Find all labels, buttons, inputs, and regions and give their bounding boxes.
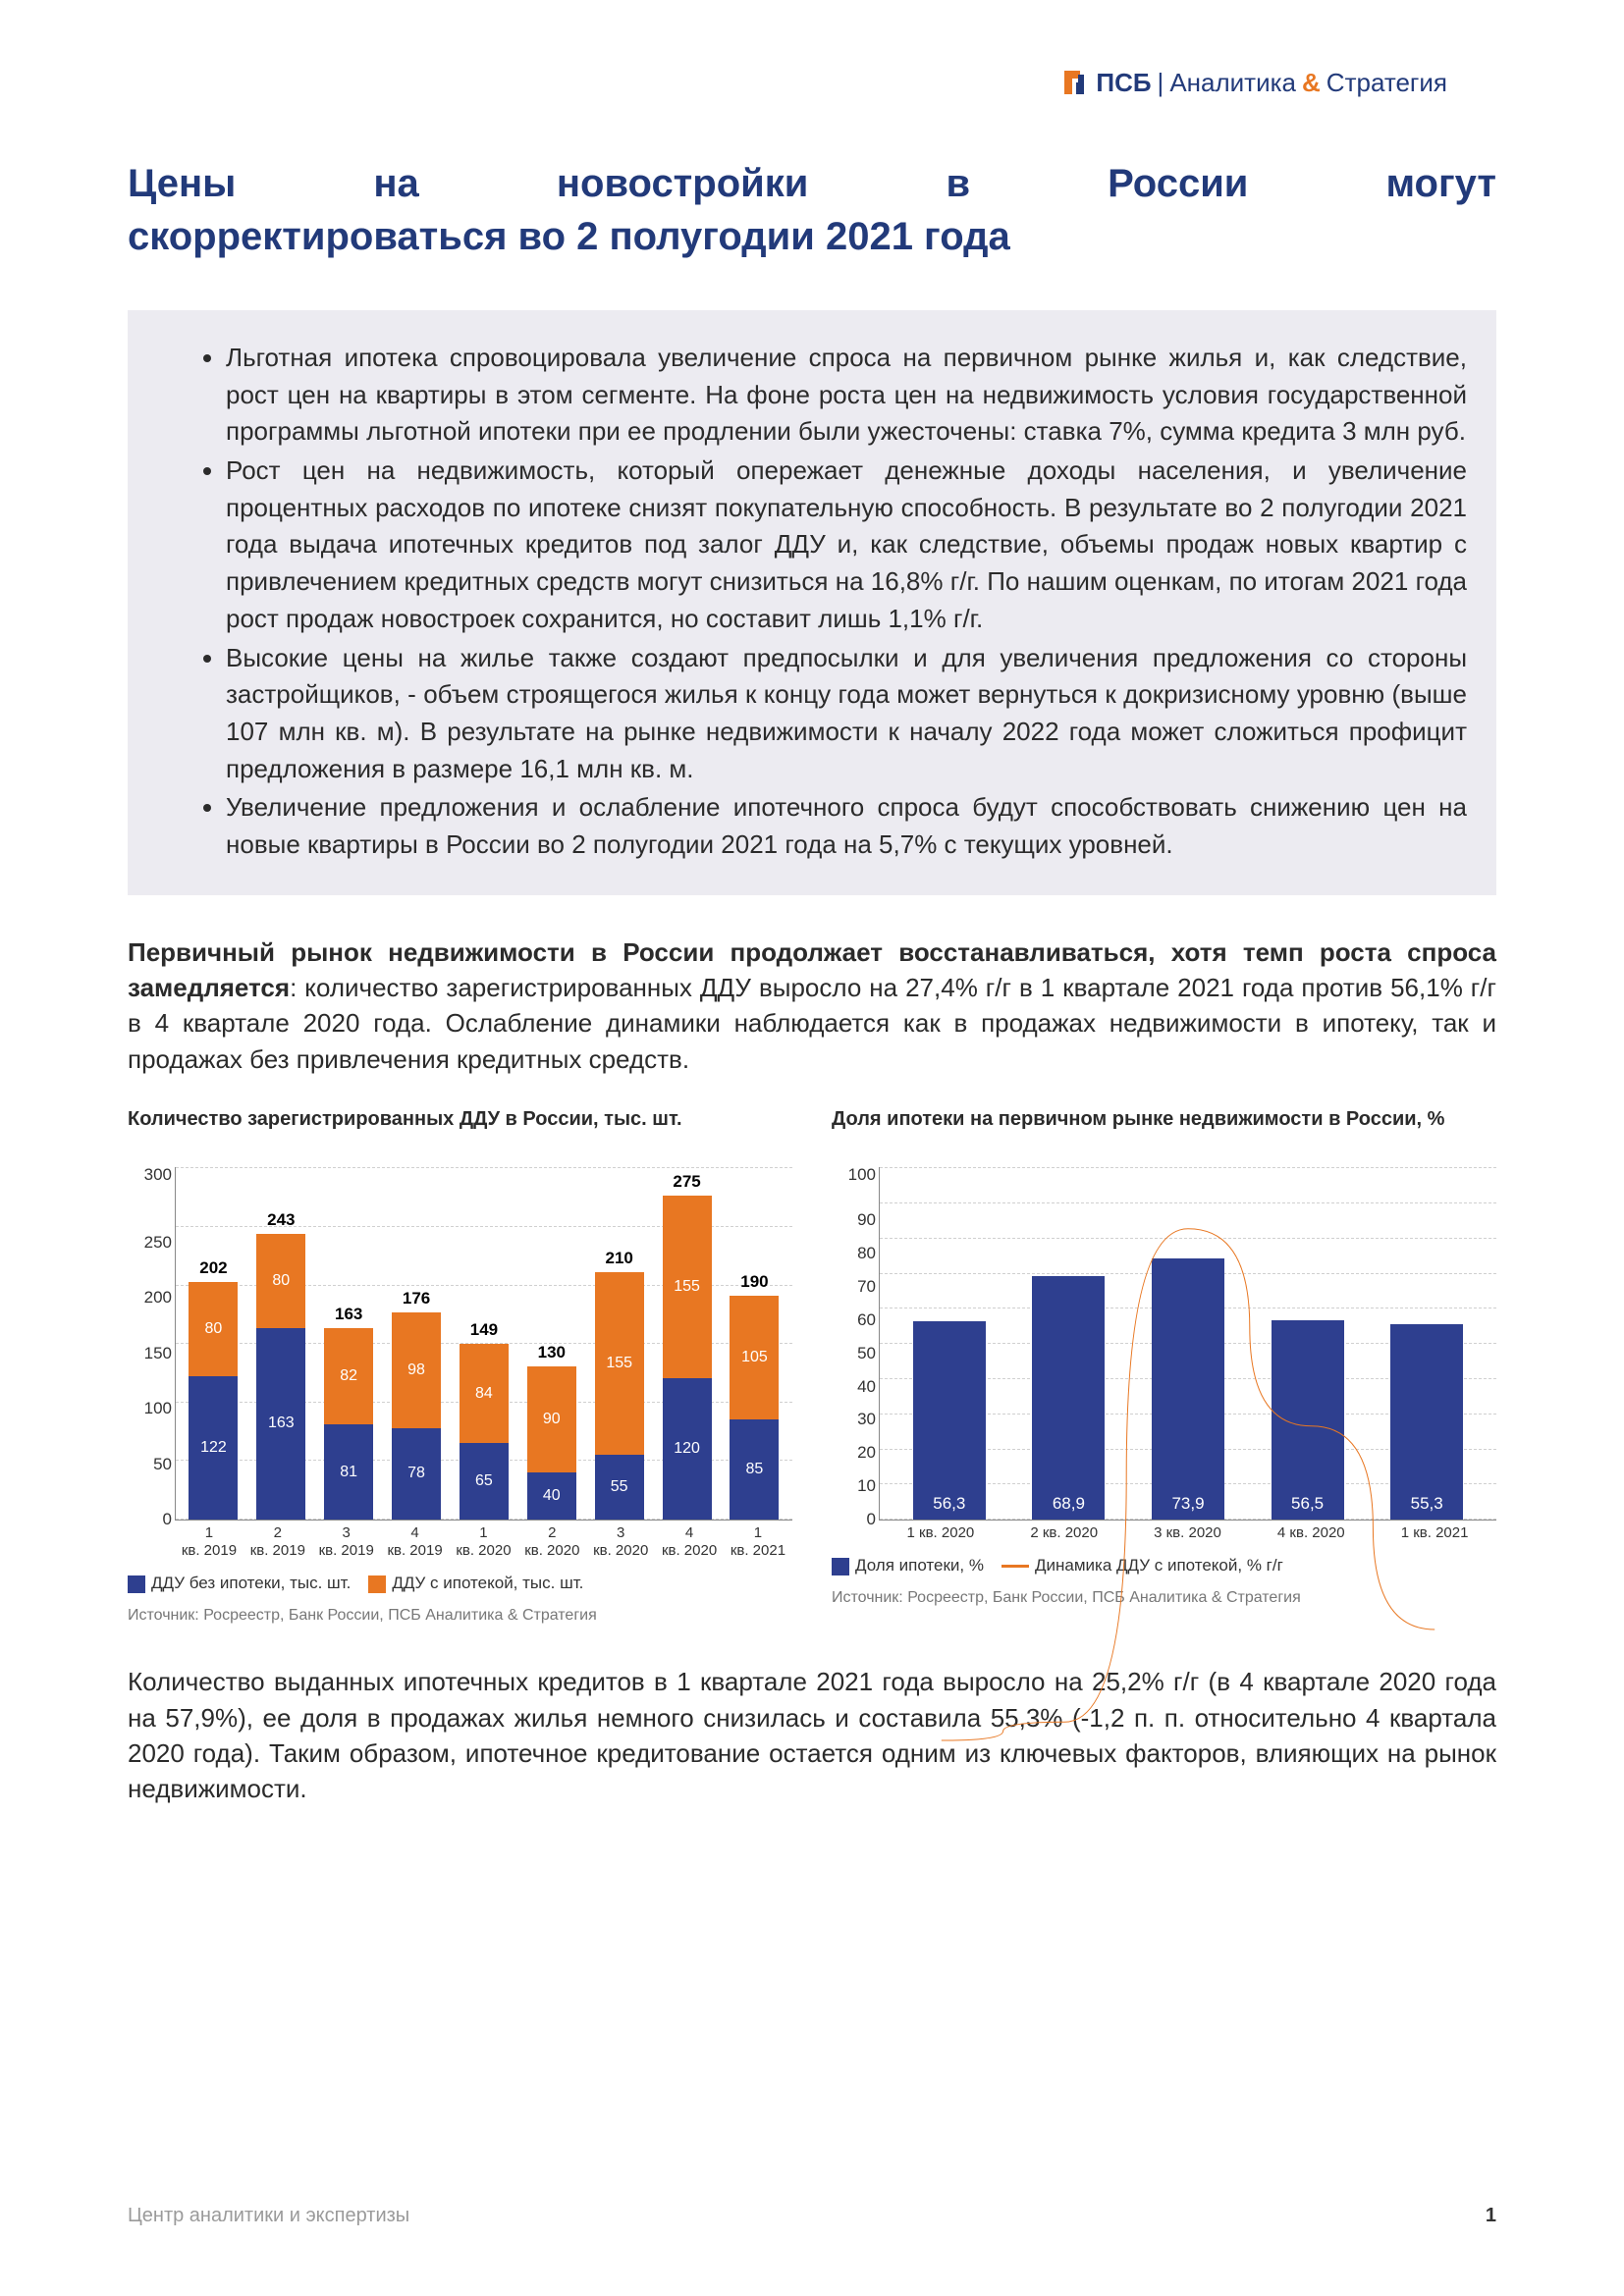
chart1-source: Источник: Росреестр, Банк России, ПСБ Ан… xyxy=(128,1607,792,1625)
chart1-bar-segment: 82 xyxy=(324,1328,373,1424)
chart1-bar-segment: 78 xyxy=(392,1428,441,1521)
chart1-xaxis: 1кв. 2019 2кв. 2019 3кв. 2019 4кв. 2019 1кв.… xyxy=(175,1524,792,1560)
chart1-total-label: 190 xyxy=(740,1272,768,1292)
page-title-word: новостройки xyxy=(557,157,808,210)
chart1-bar-group: 4090130 xyxy=(526,1366,577,1520)
page-title-word: в xyxy=(946,157,970,210)
chart1-bar-segment: 105 xyxy=(730,1296,779,1419)
chart1-xlabel: 1кв. 2021 xyxy=(730,1524,786,1560)
summary-box: Льготная ипотека спровоцировала увеличен… xyxy=(128,310,1496,895)
chart1-title: Количество зарегистрированных ДДУ в Росс… xyxy=(128,1106,792,1157)
chart1-bar-segment: 155 xyxy=(595,1272,644,1455)
page-title: Цены на новостройки в России могут скорректир… xyxy=(128,157,1496,263)
summary-bullet: Высокие цены на жилье также создают пред… xyxy=(226,640,1467,788)
paragraph-1: Первичный рынок недвижимости в России пр… xyxy=(128,934,1496,1078)
page-title-word: на xyxy=(373,157,418,210)
chart1-bar-group: 7898176 xyxy=(391,1312,442,1520)
chart1-bar-group: 12280202 xyxy=(188,1282,239,1520)
chart1-bar-segment: 81 xyxy=(324,1424,373,1520)
chart1-bar-group: 16380243 xyxy=(255,1234,306,1521)
logo-word-2: Стратегия xyxy=(1326,68,1447,98)
chart2-plot: 1009080706050403020100 56,368,973,956,55… xyxy=(879,1167,1496,1521)
chart1-bars: 1228020216380243818216378981766584149409… xyxy=(176,1167,792,1520)
chart1-bar-group: 8182163 xyxy=(323,1328,374,1521)
logo-psb-text: ПСБ xyxy=(1096,68,1151,98)
chart1-bar-segment: 90 xyxy=(527,1366,576,1472)
chart1-bar-segment: 120 xyxy=(663,1378,712,1520)
footer-left: Центр аналитики и экспертизы xyxy=(128,2205,409,2227)
chart1-bar-segment: 65 xyxy=(460,1443,509,1520)
chart1-legend-item: ДДУ без ипотеки, тыс. шт. xyxy=(128,1574,351,1593)
chart1-total-label: 202 xyxy=(199,1258,227,1278)
brand-header: ПСБ | Аналитика & Стратегия xyxy=(1058,67,1447,98)
chart1-xlabel: 1кв. 2020 xyxy=(455,1524,512,1560)
page-title-word: России xyxy=(1108,157,1248,210)
chart1-bar-segment: 155 xyxy=(663,1196,712,1378)
chart-mortgage-share: Доля ипотеки на первичном рынке недвижим… xyxy=(832,1106,1496,1625)
chart1-bar-segment: 80 xyxy=(256,1234,305,1328)
chart1-xlabel: 3кв. 2019 xyxy=(318,1524,375,1560)
chart1-legend-item: ДДУ с ипотекой, тыс. шт. xyxy=(368,1574,583,1593)
summary-bullet: Рост цен на недвижимость, который опереж… xyxy=(226,453,1467,637)
chart1-bar-segment: 80 xyxy=(189,1282,238,1376)
chart1-bar-segment: 40 xyxy=(527,1472,576,1520)
chart1-xlabel: 2кв. 2019 xyxy=(249,1524,306,1560)
chart1-xlabel: 4кв. 2019 xyxy=(387,1524,444,1560)
summary-list: Льготная ипотека спровоцировала увеличен… xyxy=(177,340,1467,864)
chart1-total-label: 275 xyxy=(673,1172,700,1192)
chart2-line-overlay xyxy=(880,1167,1496,1784)
chart1-total-label: 149 xyxy=(470,1320,498,1340)
summary-bullet: Льготная ипотека спровоцировала увеличен… xyxy=(226,340,1467,451)
chart2-yaxis: 1009080706050403020100 xyxy=(833,1167,876,1520)
chart1-bar-group: 55155210 xyxy=(594,1272,645,1520)
psb-logo-icon xyxy=(1058,67,1090,98)
summary-bullet: Увеличение предложения и ослабление ипот… xyxy=(226,789,1467,863)
chart1-plot: 300250200150100500 122802021638024381821… xyxy=(175,1167,792,1521)
chart1-xlabel: 1кв. 2019 xyxy=(181,1524,238,1560)
page-footer: Центр аналитики и экспертизы 1 xyxy=(128,2205,1496,2227)
chart2-title: Доля ипотеки на первичном рынке недвижим… xyxy=(832,1106,1496,1157)
chart1-bar-segment: 122 xyxy=(189,1376,238,1520)
chart1-bar-segment: 98 xyxy=(392,1312,441,1428)
logo-word-1: Аналитика xyxy=(1169,68,1296,98)
chart1-bar-group: 6584149 xyxy=(459,1344,510,1520)
chart1-legend: ДДУ без ипотеки, тыс. шт. ДДУ с ипотекой,… xyxy=(128,1574,792,1593)
chart1-yaxis: 300250200150100500 xyxy=(129,1167,172,1520)
chart1-total-label: 176 xyxy=(403,1289,430,1308)
chart1-total-label: 210 xyxy=(606,1249,633,1268)
chart1-total-label: 243 xyxy=(267,1210,295,1230)
chart-ddu-count: Количество зарегистрированных ДДУ в Росс… xyxy=(128,1106,792,1625)
logo-separator: | xyxy=(1158,68,1164,98)
chart1-bar-segment: 85 xyxy=(730,1419,779,1520)
chart1-xlabel: 2кв. 2020 xyxy=(523,1524,580,1560)
chart1-bar-segment: 163 xyxy=(256,1328,305,1521)
chart1-bar-group: 85105190 xyxy=(729,1296,780,1520)
paragraph-1-rest: : количество зарегистрированных ДДУ выро… xyxy=(128,973,1496,1074)
chart1-total-label: 163 xyxy=(335,1305,362,1324)
page-title-word: могут xyxy=(1385,157,1495,210)
page-number: 1 xyxy=(1486,2205,1496,2227)
chart1-xlabel: 4кв. 2020 xyxy=(661,1524,718,1560)
chart1-xlabel: 3кв. 2020 xyxy=(592,1524,649,1560)
chart1-bar-group: 120155275 xyxy=(662,1196,713,1520)
charts-row: Количество зарегистрированных ДДУ в Росс… xyxy=(128,1106,1496,1625)
page-title-line2: скорректироваться во 2 полугодии 2021 го… xyxy=(128,210,1496,263)
chart1-bar-segment: 84 xyxy=(460,1344,509,1443)
chart1-total-label: 130 xyxy=(538,1343,566,1362)
logo-ampersand: & xyxy=(1302,68,1321,98)
chart1-bar-segment: 55 xyxy=(595,1455,644,1520)
page-title-word: Цены xyxy=(128,157,236,210)
